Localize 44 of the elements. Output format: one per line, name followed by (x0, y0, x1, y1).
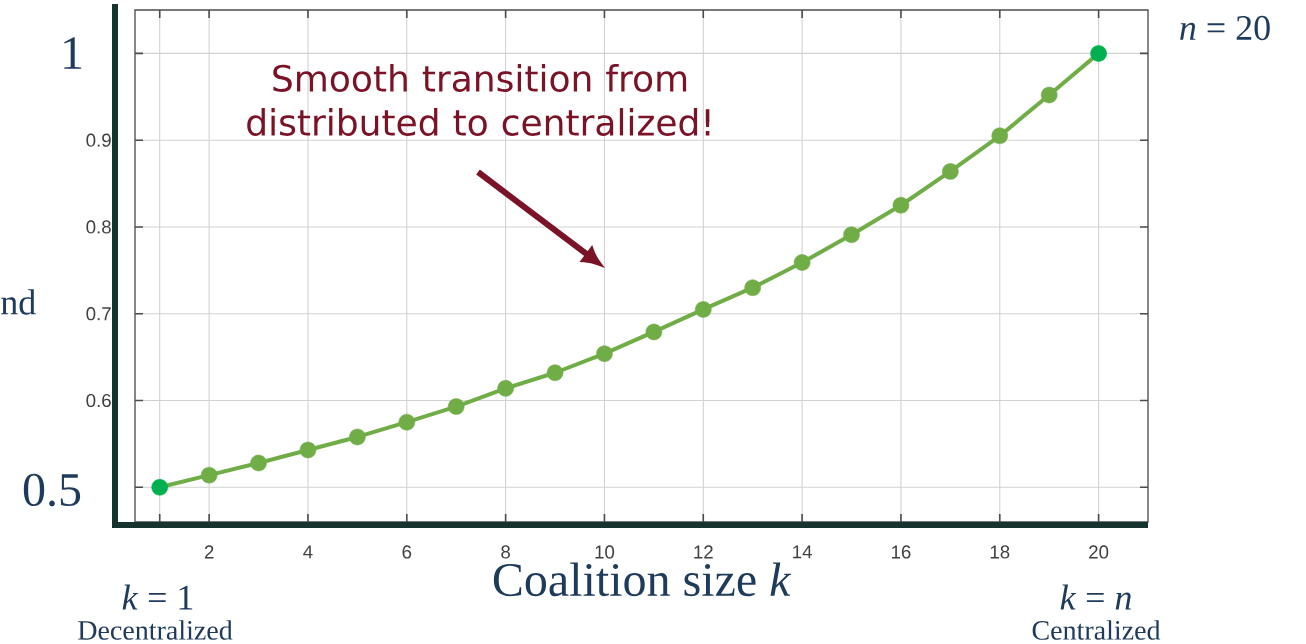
x-tick-label: 18 (990, 545, 1010, 559)
text: Decentralized (78, 620, 233, 640)
x-tick-label: 8 (501, 545, 510, 559)
x-tick-label: 2 (204, 545, 214, 559)
y-tick-label: 0.9 (86, 133, 111, 147)
point (1090, 45, 1107, 62)
y-tick-label: 0.6 (86, 393, 111, 408)
point (299, 441, 317, 459)
annotation: Smooth transition from distributed to centralized! (247, 64, 710, 136)
x-tick-label: 4 (303, 545, 313, 559)
text: 1 (64, 37, 82, 69)
x-tick-label: 20 (1089, 545, 1109, 559)
point (991, 127, 1009, 145)
point (200, 466, 218, 484)
text: 0.5 (23, 473, 81, 507)
point (892, 196, 910, 214)
text: n = 20 (1180, 15, 1270, 41)
x-axis-title: Coalition size k (493, 562, 792, 597)
point (151, 479, 168, 496)
point (645, 323, 663, 341)
x-tick-label: 6 (402, 545, 412, 559)
y-tick-label: 0.7 (86, 307, 111, 321)
point (447, 398, 465, 415)
point (793, 254, 811, 271)
point (250, 454, 267, 472)
point (546, 364, 564, 382)
point (744, 279, 761, 296)
point (695, 301, 712, 318)
text: nd (1, 289, 36, 315)
text: k = 1 (122, 584, 193, 610)
point (497, 380, 514, 397)
x-tick-label: 14 (793, 545, 812, 559)
point (843, 226, 860, 244)
x-tick-label: 12 (694, 545, 713, 559)
x-tick-label: 10 (595, 545, 615, 559)
point (942, 163, 959, 180)
point (349, 428, 366, 446)
point (398, 413, 416, 431)
x-tick-label: 16 (891, 545, 911, 559)
text: Centralized (1032, 620, 1161, 640)
text: k = n (1060, 584, 1131, 610)
point (1040, 86, 1058, 104)
y-tick-label: 0.8 (86, 220, 111, 234)
point (596, 345, 613, 362)
